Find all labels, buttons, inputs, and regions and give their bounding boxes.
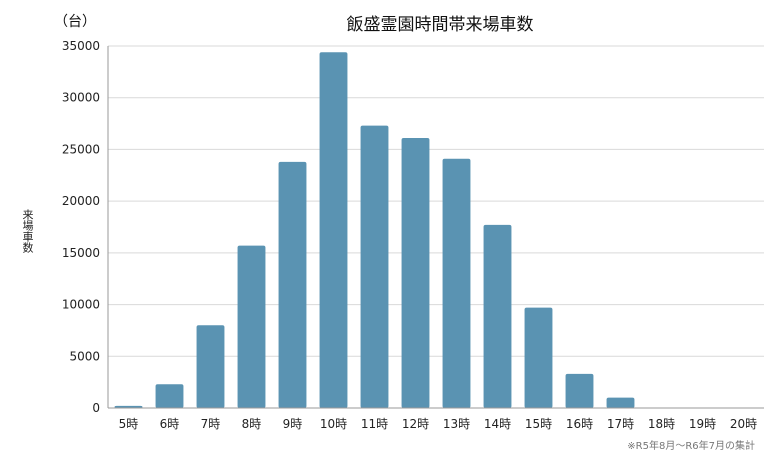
x-tick-label: 12時 xyxy=(402,417,429,431)
x-tick-label: 19時 xyxy=(689,417,716,431)
y-tick-label: 5000 xyxy=(69,349,100,363)
x-tick-label: 14時 xyxy=(484,417,511,431)
bar-6時 xyxy=(155,384,184,408)
bar-11時 xyxy=(360,125,389,408)
x-tick-label: 18時 xyxy=(648,417,675,431)
x-tick-label: 6時 xyxy=(160,417,180,431)
y-tick-label: 0 xyxy=(92,401,100,415)
y-tick-label: 15000 xyxy=(62,246,100,260)
bar-8時 xyxy=(237,245,266,408)
x-tick-label: 13時 xyxy=(443,417,470,431)
x-tick-label: 9時 xyxy=(283,417,303,431)
y-tick-label: 30000 xyxy=(62,91,100,105)
x-tick-label: 20時 xyxy=(730,417,757,431)
chart-title: 飯盛霊園時間帯来場車数 xyxy=(346,15,534,35)
y-tick-label: 35000 xyxy=(62,39,100,53)
x-tick-label: 11時 xyxy=(361,417,388,431)
y-tick-label: 10000 xyxy=(62,298,100,312)
bar-9時 xyxy=(278,161,307,408)
bar-15時 xyxy=(524,307,553,408)
x-tick-label: 15時 xyxy=(525,417,552,431)
bar-10時 xyxy=(319,52,348,408)
bar-13時 xyxy=(442,158,471,408)
chart-footnote: ※R5年8月～R6年7月の集計 xyxy=(627,441,755,452)
x-tick-label: 10時 xyxy=(320,417,347,431)
x-tick-label: 16時 xyxy=(566,417,593,431)
bar-7時 xyxy=(196,325,225,408)
bar-5時 xyxy=(114,405,143,408)
y-tick-label: 20000 xyxy=(62,194,100,208)
y-axis-label: 来場車数 xyxy=(21,209,34,253)
x-tick-label: 7時 xyxy=(201,417,221,431)
y-unit-label: （台） xyxy=(54,14,96,30)
bar-14時 xyxy=(483,224,512,408)
x-tick-label: 8時 xyxy=(242,417,262,431)
x-tick-label: 5時 xyxy=(119,417,139,431)
bar-12時 xyxy=(401,138,430,408)
bar-16時 xyxy=(565,373,594,408)
bar-17時 xyxy=(606,397,635,408)
x-tick-label: 17時 xyxy=(607,417,634,431)
y-tick-label: 25000 xyxy=(62,142,100,156)
